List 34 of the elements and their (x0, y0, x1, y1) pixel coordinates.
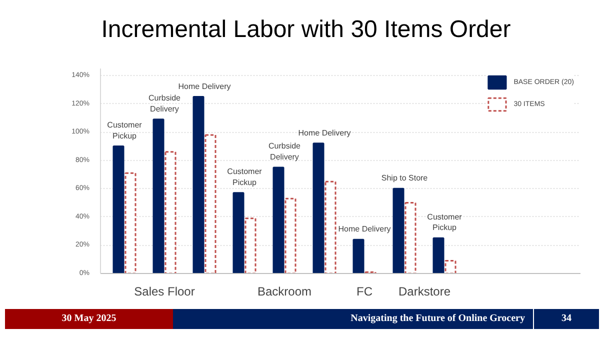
text: 34 (533, 309, 599, 329)
x-tick-label: Customer Pickup (427, 212, 462, 232)
bar (164, 151, 176, 274)
bar (112, 146, 124, 274)
x-tick-label: Curbside Delivery (268, 142, 302, 162)
x-tick-label: Customer Pickup (227, 167, 262, 187)
bar (432, 237, 444, 274)
bar (284, 198, 296, 274)
text: FC (356, 284, 373, 298)
bar (404, 202, 416, 274)
bar (244, 218, 256, 274)
bar (352, 238, 364, 274)
x-tick-label: Customer Pickup (107, 120, 142, 140)
x-tick-label: Ship to Store (381, 174, 428, 183)
bar (204, 134, 216, 274)
bar (312, 142, 324, 274)
bar (392, 188, 404, 274)
bar (232, 192, 244, 274)
x-tick-label: Home Delivery (298, 128, 351, 138)
x-tick-label: Curbside Delivery (148, 94, 182, 114)
bar (192, 96, 204, 274)
bar (324, 180, 336, 274)
text: Navigating the Future of Online Grocery (173, 309, 533, 329)
bar (444, 260, 456, 274)
text: Sales Floor (134, 284, 195, 298)
bar (124, 172, 136, 274)
text: 30 May 2025 (5, 309, 173, 329)
text: Backroom (257, 284, 312, 298)
bar (272, 166, 284, 274)
text: Darkstore (398, 284, 451, 298)
x-tick-label: Home Delivery (338, 224, 391, 234)
chart-title: Incremental Labor with 30 Items Order (101, 15, 511, 45)
bar (152, 118, 164, 274)
x-tick-label: Home Delivery (178, 82, 231, 91)
